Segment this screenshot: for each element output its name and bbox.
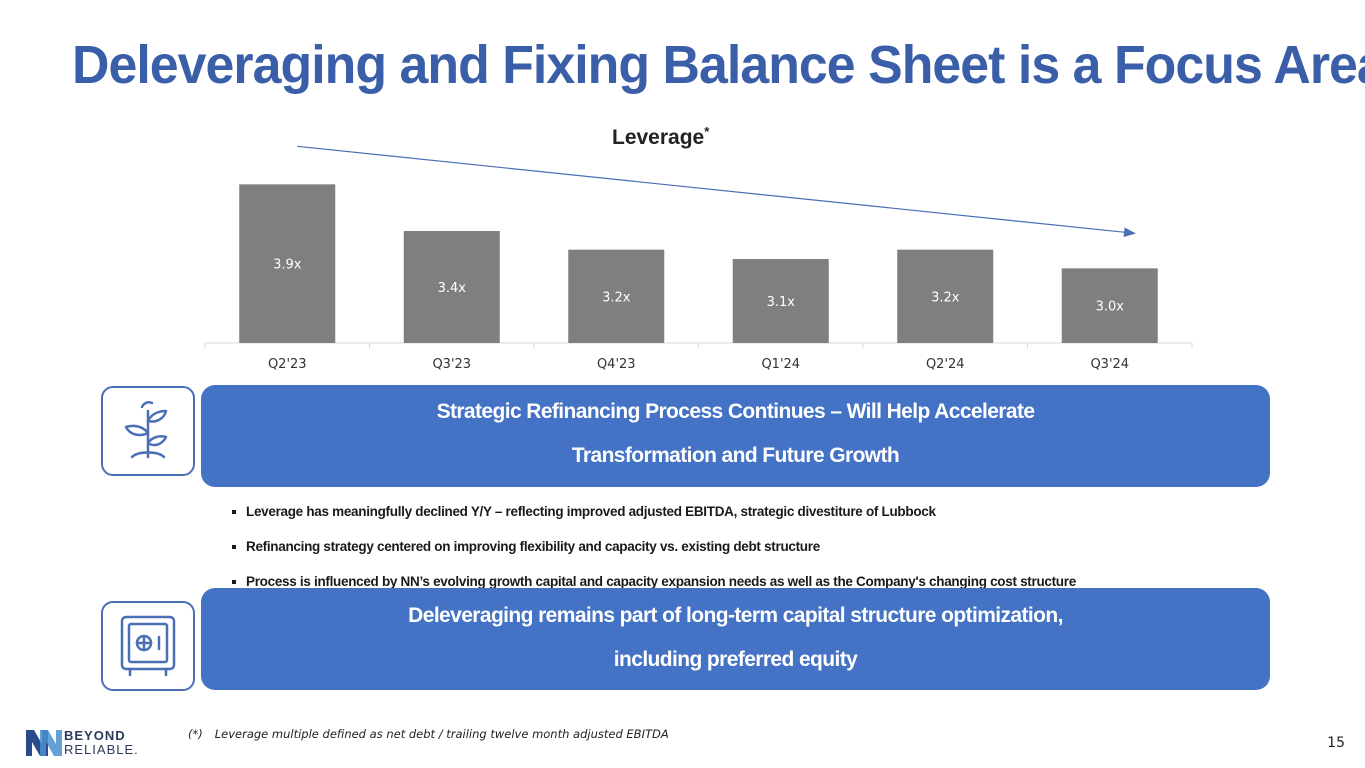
bullet-marker xyxy=(232,544,236,549)
bar-value-label: 3.2x xyxy=(602,290,631,305)
chart-title-footnote-mark: * xyxy=(704,124,710,139)
bar-value-label: 3.4x xyxy=(438,281,467,296)
page-title: Deleveraging and Fixing Balance Sheet is… xyxy=(72,35,1365,95)
x-axis-tick-label: Q2'23 xyxy=(268,357,307,372)
footnote-text: Leverage multiple defined as net debt / … xyxy=(214,727,669,741)
bar-value-label: 3.9x xyxy=(273,258,302,273)
safe-icon xyxy=(120,615,176,677)
bar-value-label: 3.0x xyxy=(1096,300,1125,315)
refinancing-banner: Strategic Refinancing Process Continues … xyxy=(201,385,1270,487)
bar-value-label: 3.2x xyxy=(931,290,960,305)
bar-q223 xyxy=(239,184,336,343)
x-axis-tick-label: Q3'23 xyxy=(432,357,471,372)
bar-q423 xyxy=(568,249,665,343)
bullet-marker xyxy=(232,509,236,514)
leverage-bar-chart: 3.9x Q2'23 3.4x Q3'23 3.2x Q4'23 3.1x Q1'24 3.2x… xyxy=(204,145,1193,372)
trend-arrow xyxy=(297,145,1136,237)
plant-icon xyxy=(124,400,168,459)
bullet-item: Process is influenced by NN’s evolving g… xyxy=(232,564,1076,599)
bullet-text: Leverage has meaningfully declined Y/Y –… xyxy=(246,504,936,519)
bar-value-label: 3.1x xyxy=(767,295,796,310)
x-axis-tick-label: Q4'23 xyxy=(597,357,636,372)
logo-text-line1: BEYOND xyxy=(64,728,126,743)
bullet-marker xyxy=(232,579,236,584)
bar-q324 xyxy=(1061,268,1158,343)
page-number: 15 xyxy=(1327,735,1345,751)
x-axis-tick-label: Q2'24 xyxy=(926,357,965,372)
plant-icon-box xyxy=(101,386,195,476)
footnote: (*) Leverage multiple defined as net debt… xyxy=(188,727,669,741)
x-axis-tick-label: Q3'24 xyxy=(1090,357,1129,372)
deleveraging-banner: Deleveraging remains part of long-term c… xyxy=(201,588,1270,690)
refinancing-banner-line1: Strategic Refinancing Process Continues … xyxy=(436,400,1035,423)
bar-q224 xyxy=(897,249,994,343)
footnote-mark: (*) xyxy=(188,727,203,741)
company-logo: BEYOND RELIABLE. xyxy=(26,726,166,758)
chart-title: Leverage* xyxy=(612,124,709,150)
refinancing-banner-line2: Transformation and Future Growth xyxy=(571,444,900,467)
safe-icon-box xyxy=(101,601,195,691)
chart-title-text: Leverage xyxy=(612,126,705,149)
deleveraging-banner-line2: including preferred equity xyxy=(613,648,858,671)
bar-q323 xyxy=(403,231,500,343)
logo-text-line2: RELIABLE. xyxy=(64,742,139,757)
bullet-item: Leverage has meaningfully declined Y/Y –… xyxy=(232,494,1076,529)
bullet-item: Refinancing strategy centered on improvi… xyxy=(232,529,1076,564)
bullet-list: Leverage has meaningfully declined Y/Y –… xyxy=(232,494,1076,599)
bar-q124 xyxy=(732,259,829,343)
bullet-text: Process is influenced by NN’s evolving g… xyxy=(246,574,1076,589)
nn-logo-icon xyxy=(26,730,62,756)
deleveraging-banner-line1: Deleveraging remains part of long-term c… xyxy=(408,604,1063,627)
bullet-text: Refinancing strategy centered on improvi… xyxy=(246,539,820,554)
x-axis-tick-label: Q1'24 xyxy=(761,357,800,372)
